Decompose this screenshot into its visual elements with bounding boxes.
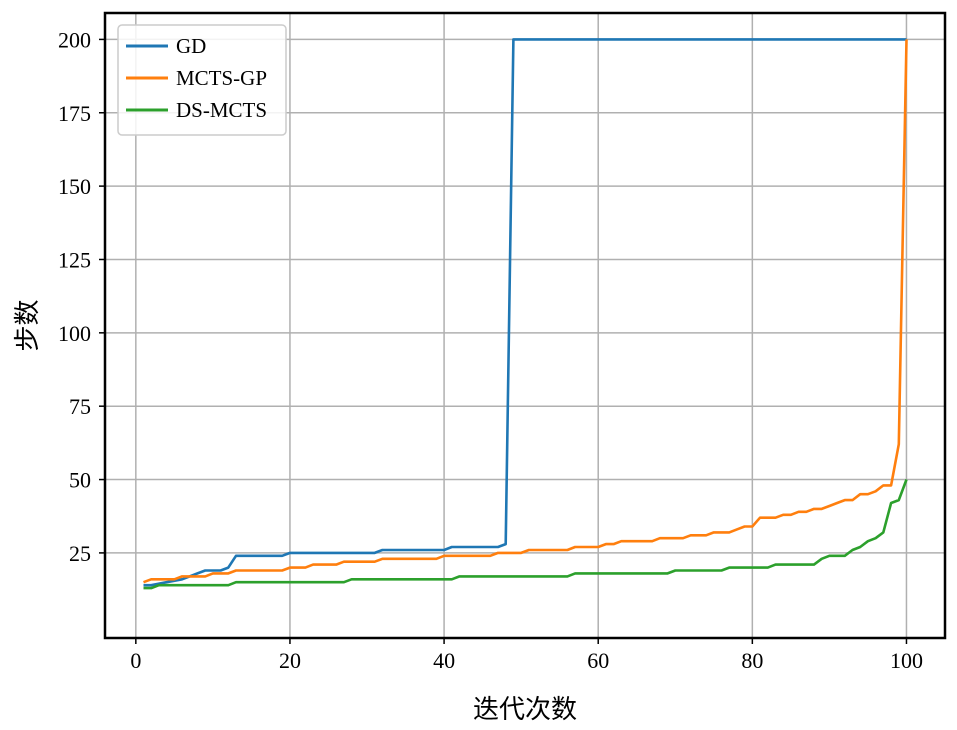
legend-label: DS-MCTS	[176, 98, 267, 122]
y-tick-label: 150	[58, 174, 91, 199]
series-line-ds-mcts	[143, 479, 908, 590]
y-tick-label: 25	[69, 541, 91, 566]
x-tick-label: 100	[890, 648, 923, 673]
series-line-mcts-gp	[143, 39, 908, 584]
legend: GD MCTS-GP DS-MCTS	[117, 24, 287, 136]
y-axis-label: 步数	[13, 299, 43, 351]
x-tick-label: 0	[130, 648, 141, 673]
x-tick-label: 40	[433, 648, 455, 673]
x-tick-label: 20	[279, 648, 301, 673]
x-tick-label: 80	[741, 648, 763, 673]
legend-box	[117, 24, 287, 136]
series-line-gd	[143, 38, 907, 587]
legend-label: GD	[176, 34, 206, 58]
plot-frame	[103, 11, 947, 640]
data-series	[143, 38, 908, 590]
x-tick-label: 60	[587, 648, 609, 673]
y-tick-label: 50	[69, 468, 91, 493]
x-axis-label: 迭代次数	[473, 695, 577, 725]
y-tick-label: 100	[58, 321, 91, 346]
legend-label: MCTS-GP	[176, 66, 267, 90]
y-tick-label: 75	[69, 394, 91, 419]
y-tick-label: 175	[58, 101, 91, 126]
y-tick-label: 200	[58, 27, 91, 52]
y-tick-label: 125	[58, 247, 91, 272]
axis-ticks: 0 20 40 60 80 100 25 50 75 100 125 150 175 200	[58, 27, 923, 673]
